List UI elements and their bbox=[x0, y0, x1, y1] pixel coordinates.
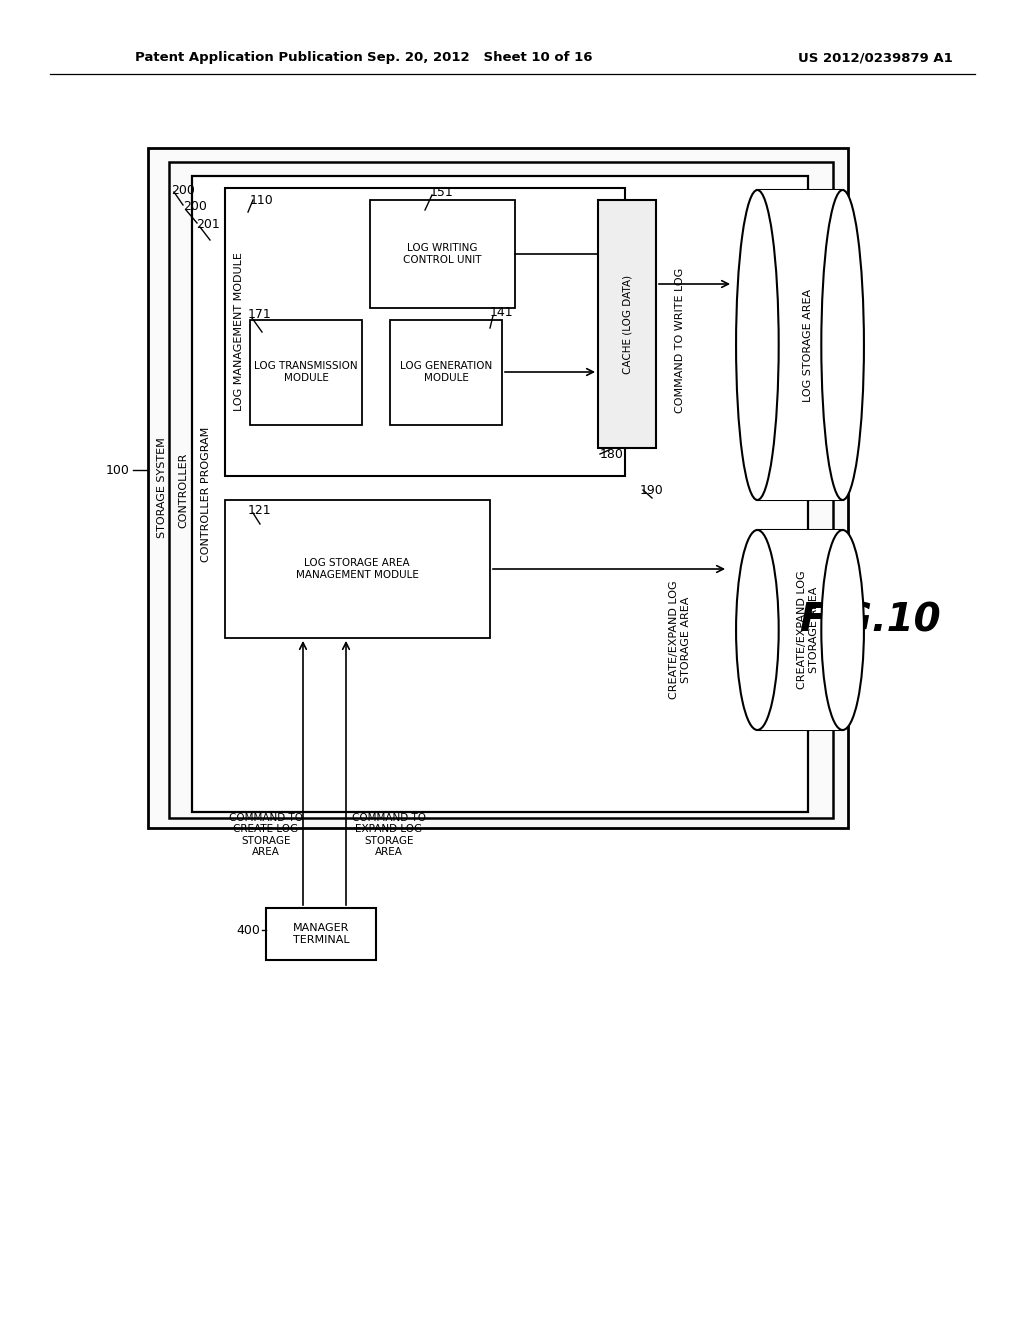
Text: 201: 201 bbox=[196, 218, 220, 231]
Text: LOG GENERATION
MODULE: LOG GENERATION MODULE bbox=[400, 362, 493, 383]
Ellipse shape bbox=[821, 190, 864, 500]
Text: CACHE (LOG DATA): CACHE (LOG DATA) bbox=[622, 275, 632, 374]
Ellipse shape bbox=[736, 531, 778, 730]
Text: 100: 100 bbox=[106, 463, 130, 477]
Text: CONTROLLER: CONTROLLER bbox=[178, 453, 188, 528]
Bar bbox=[225, 500, 490, 638]
Text: LOG MANAGEMENT MODULE: LOG MANAGEMENT MODULE bbox=[234, 252, 244, 412]
Text: FIG.10: FIG.10 bbox=[799, 601, 941, 639]
Text: COMMAND TO
CREATE LOG
STORAGE
AREA: COMMAND TO CREATE LOG STORAGE AREA bbox=[229, 813, 303, 858]
Bar bbox=[598, 201, 656, 447]
Text: CREATE/EXPAND LOG
STORAGE AREA: CREATE/EXPAND LOG STORAGE AREA bbox=[670, 581, 691, 700]
Text: CONTROLLER PROGRAM: CONTROLLER PROGRAM bbox=[201, 426, 211, 561]
Bar bbox=[225, 187, 625, 477]
Text: 110: 110 bbox=[250, 194, 273, 206]
Bar bbox=[169, 162, 833, 818]
Text: Sep. 20, 2012   Sheet 10 of 16: Sep. 20, 2012 Sheet 10 of 16 bbox=[368, 51, 593, 65]
Text: 190: 190 bbox=[640, 483, 664, 496]
Text: 400: 400 bbox=[237, 924, 260, 936]
Ellipse shape bbox=[821, 531, 864, 730]
Bar bbox=[390, 319, 502, 425]
Text: LOG STORAGE AREA
MANAGEMENT MODULE: LOG STORAGE AREA MANAGEMENT MODULE bbox=[296, 558, 419, 579]
Text: COMMAND TO WRITE LOG: COMMAND TO WRITE LOG bbox=[675, 268, 685, 413]
Text: 121: 121 bbox=[248, 503, 271, 516]
Text: MANAGER
TERMINAL: MANAGER TERMINAL bbox=[293, 923, 349, 945]
Text: STORAGE SYSTEM: STORAGE SYSTEM bbox=[157, 438, 167, 539]
Bar bbox=[250, 319, 362, 425]
Text: 180: 180 bbox=[600, 449, 624, 462]
Text: US 2012/0239879 A1: US 2012/0239879 A1 bbox=[798, 51, 952, 65]
Text: Patent Application Publication: Patent Application Publication bbox=[135, 51, 362, 65]
FancyBboxPatch shape bbox=[754, 531, 847, 730]
Text: LOG STORAGE AREA: LOG STORAGE AREA bbox=[803, 289, 813, 401]
Text: 171: 171 bbox=[248, 309, 271, 322]
Bar bbox=[193, 176, 808, 812]
Bar bbox=[266, 908, 376, 960]
Bar bbox=[370, 201, 515, 308]
Bar bbox=[148, 148, 848, 828]
Ellipse shape bbox=[736, 190, 778, 500]
Text: COMMAND TO
EXPAND LOG
STORAGE
AREA: COMMAND TO EXPAND LOG STORAGE AREA bbox=[352, 813, 426, 858]
Text: CREATE/EXPAND LOG
STORAGE AREA: CREATE/EXPAND LOG STORAGE AREA bbox=[798, 570, 819, 689]
Text: LOG TRANSMISSION
MODULE: LOG TRANSMISSION MODULE bbox=[254, 362, 357, 383]
Text: 141: 141 bbox=[490, 306, 514, 319]
Text: 200: 200 bbox=[183, 201, 207, 214]
Text: LOG WRITING
CONTROL UNIT: LOG WRITING CONTROL UNIT bbox=[402, 243, 481, 265]
FancyBboxPatch shape bbox=[754, 190, 847, 500]
Text: 200: 200 bbox=[171, 183, 195, 197]
Text: 151: 151 bbox=[430, 186, 454, 198]
